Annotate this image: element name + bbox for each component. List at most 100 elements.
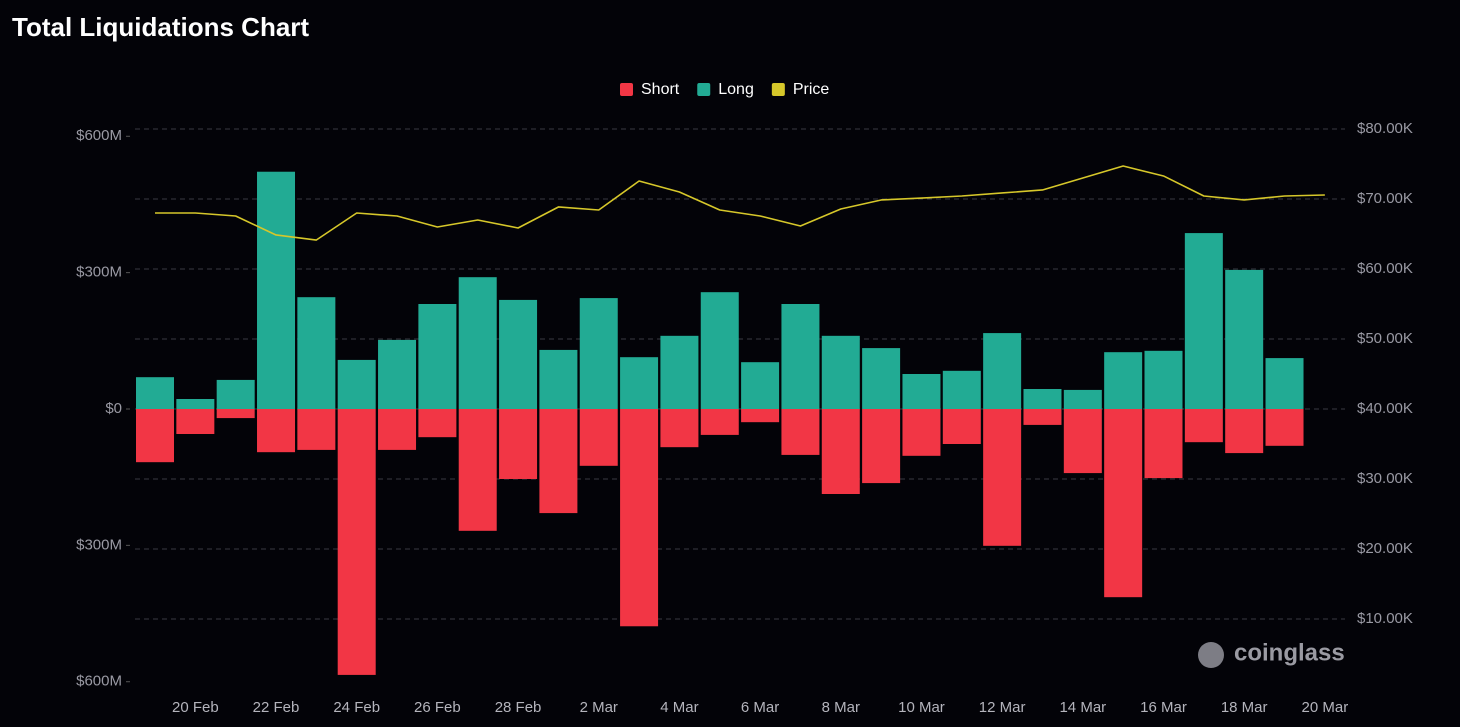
bar: [458, 409, 497, 531]
bar: [1023, 389, 1062, 409]
bar: [579, 298, 618, 409]
bar: [1144, 409, 1183, 479]
bar: [579, 409, 618, 466]
y2-tick-label: $80.00K: [1357, 120, 1413, 137]
bar: [942, 409, 981, 444]
bar: [337, 409, 376, 675]
bar: [741, 362, 780, 409]
x-tick-label: 6 Mar: [741, 699, 779, 716]
bar: [862, 348, 901, 409]
bar: [176, 399, 215, 409]
bar: [136, 377, 174, 409]
bar: [741, 409, 780, 423]
bar: [1225, 269, 1264, 409]
x-tick-label: 2 Mar: [580, 699, 618, 716]
x-tick-label: 12 Mar: [979, 699, 1026, 716]
y2-tick-label: $60.00K: [1357, 260, 1413, 277]
bar: [821, 409, 860, 494]
x-tick-label: 16 Mar: [1140, 699, 1187, 716]
x-tick-label: 20 Feb: [172, 699, 219, 716]
y-tick-label: $600M: [76, 127, 122, 144]
y2-tick-label: $20.00K: [1357, 540, 1413, 557]
legend-swatch: [771, 83, 785, 96]
bar: [216, 379, 255, 409]
x-tick-label: 14 Mar: [1059, 699, 1106, 716]
bar: [660, 409, 699, 448]
bar: [781, 409, 820, 455]
bar: [418, 409, 457, 438]
bar: [1265, 409, 1304, 446]
y-tick-label: $300M: [76, 536, 122, 553]
bar: [418, 304, 457, 409]
bar: [1063, 389, 1102, 409]
legend: Short Long Price: [620, 81, 829, 98]
bar: [378, 339, 417, 409]
x-tick-label: 24 Feb: [333, 699, 380, 716]
legend-label: Short: [641, 81, 680, 98]
bar: [1265, 358, 1304, 409]
bar: [700, 409, 739, 435]
chart-title: Total Liquidations Chart: [12, 12, 309, 42]
bar: [216, 409, 255, 419]
bar: [1184, 233, 1223, 409]
bar: [136, 409, 174, 463]
bar: [1063, 409, 1102, 474]
legend-label: Long: [718, 81, 754, 98]
bar: [1225, 409, 1264, 454]
bar: [1104, 352, 1143, 409]
bar: [1144, 350, 1183, 409]
bar: [1184, 409, 1223, 443]
bar: [660, 335, 699, 409]
bar: [1104, 409, 1143, 598]
bar: [902, 374, 941, 409]
x-tick-label: 20 Mar: [1302, 699, 1349, 716]
bar: [902, 409, 941, 456]
y-tick-label: $600M: [76, 673, 122, 690]
x-tick-label: 26 Feb: [414, 699, 461, 716]
bar: [942, 370, 981, 409]
bar: [297, 409, 336, 450]
bar: [257, 171, 296, 409]
bar: [176, 409, 215, 434]
x-tick-label: 10 Mar: [898, 699, 945, 716]
bar: [781, 304, 820, 409]
bar: [257, 409, 296, 453]
bar: [297, 297, 336, 409]
legend-swatch: [697, 83, 711, 96]
y2-tick-label: $70.00K: [1357, 190, 1413, 207]
watermark-text: coinglass: [1234, 639, 1345, 666]
legend-swatch: [620, 83, 633, 96]
x-tick-label: 28 Feb: [495, 699, 542, 716]
x-tick-label: 8 Mar: [822, 699, 860, 716]
bar: [539, 409, 578, 514]
bar: [378, 409, 417, 450]
bar: [499, 299, 538, 409]
bar: [337, 359, 376, 409]
bar: [862, 409, 901, 484]
y-tick-label: $300M: [76, 264, 122, 281]
bar: [620, 409, 659, 627]
y2-tick-label: $50.00K: [1357, 330, 1413, 347]
watermark: coinglass: [1198, 639, 1345, 668]
watermark-logo: [1198, 642, 1224, 668]
bar: [458, 277, 497, 409]
y-tick-label: $0: [105, 400, 122, 417]
bar: [1023, 409, 1062, 425]
y2-tick-label: $30.00K: [1357, 470, 1413, 487]
y2-tick-label: $40.00K: [1357, 400, 1413, 417]
bar: [983, 333, 1022, 409]
bar: [539, 349, 578, 409]
y2-tick-label: $10.00K: [1357, 610, 1413, 627]
x-tick-label: 22 Feb: [253, 699, 300, 716]
price-line: [155, 165, 1325, 241]
x-tick-label: 18 Mar: [1221, 699, 1268, 716]
legend-label: Price: [793, 81, 830, 98]
bar: [499, 409, 538, 479]
bar: [821, 335, 860, 409]
x-tick-label: 4 Mar: [660, 699, 698, 716]
bar: [620, 357, 659, 409]
bar: [700, 292, 739, 409]
bar: [983, 409, 1022, 546]
